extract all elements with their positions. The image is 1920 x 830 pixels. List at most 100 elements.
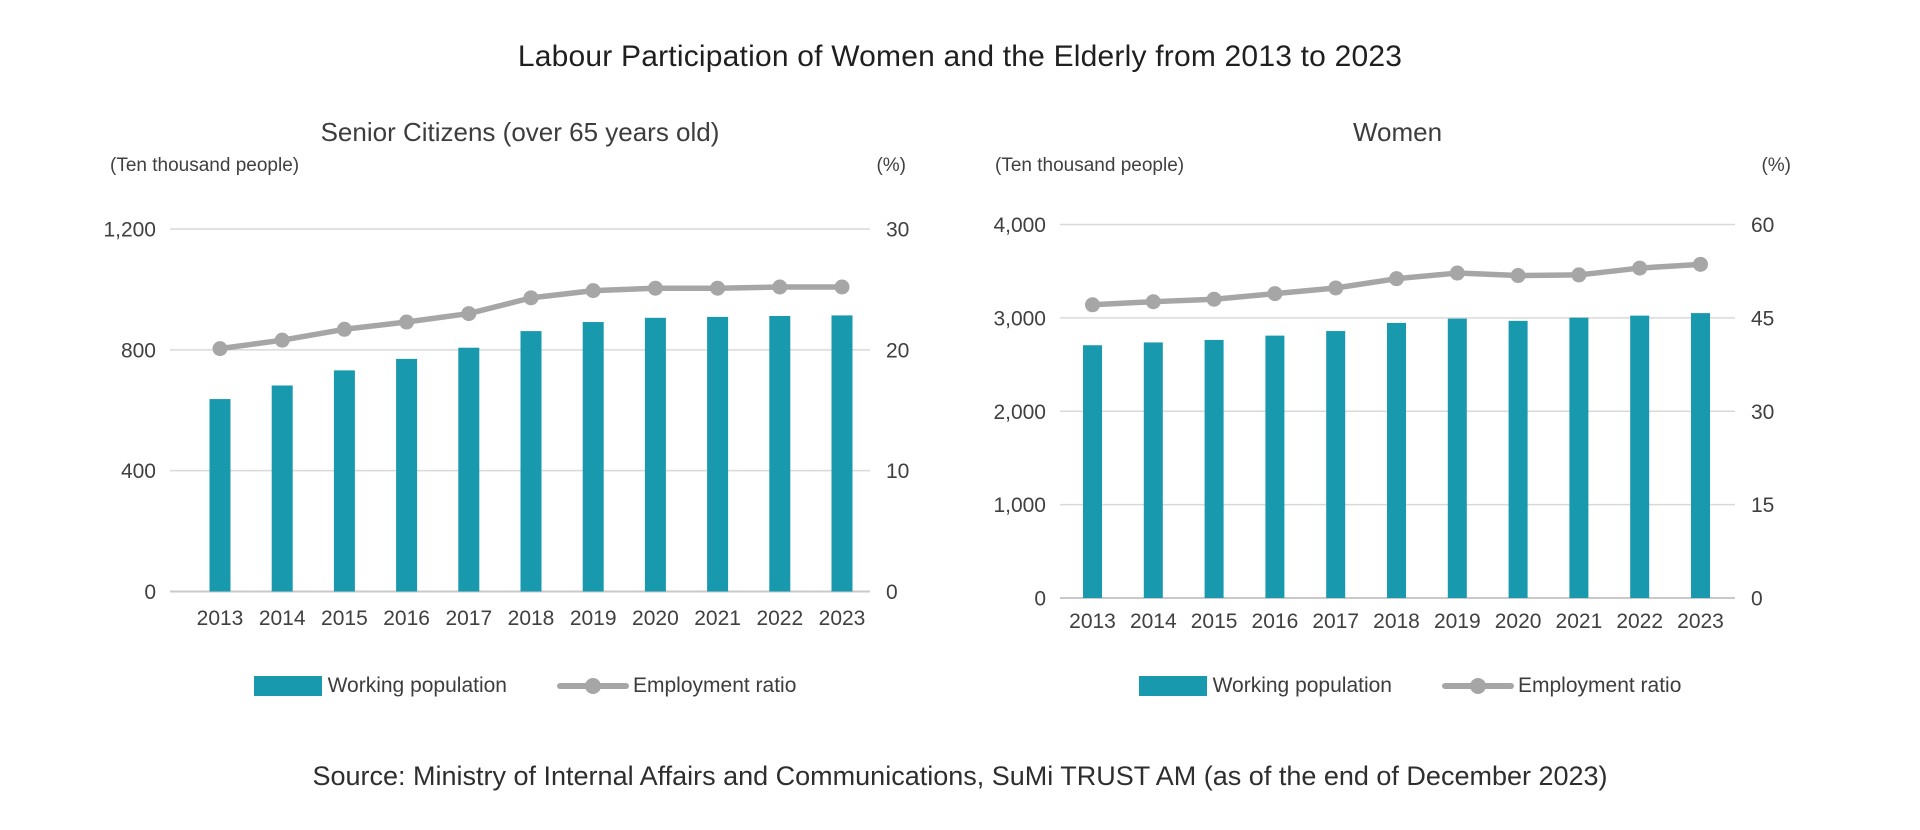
- year-label-2018: 2018: [1373, 610, 1420, 633]
- left-axis-tick-label: 1,200: [103, 219, 156, 242]
- employment-ratio-marker-2021: [710, 280, 726, 296]
- left-axis-tick-label: 1,000: [993, 494, 1046, 517]
- employment-ratio-marker-2013: [212, 341, 228, 357]
- employment-ratio-marker-2019: [585, 283, 601, 299]
- year-label-2017: 2017: [1312, 610, 1359, 633]
- bar-2023: [1691, 313, 1710, 598]
- employment-ratio-marker-2013: [1085, 297, 1100, 313]
- right-axis-tick-label: 0: [1751, 588, 1763, 611]
- working-population-swatch-icon: [1138, 676, 1207, 696]
- bar-2019: [582, 322, 604, 592]
- year-label-2013: 2013: [197, 607, 244, 630]
- left-axis-tick-label: 4,000: [993, 214, 1046, 237]
- bar-2014: [1143, 342, 1163, 598]
- year-label-2013: 2013: [1069, 610, 1116, 633]
- employment-ratio-marker-2023: [1693, 256, 1708, 272]
- bar-2014: [271, 385, 293, 592]
- right-axis-tick-label: 30: [886, 219, 909, 242]
- bar-2017: [458, 347, 480, 592]
- year-label-2023: 2023: [819, 607, 866, 630]
- employment-ratio-marker-2017: [1328, 280, 1344, 296]
- bar-2022: [1630, 315, 1650, 598]
- senior-chart-title: Senior Citizens (over 65 years old): [320, 117, 720, 147]
- bar-2019: [1447, 318, 1467, 598]
- employment-ratio-marker-2020: [1510, 268, 1526, 284]
- year-label-2016: 2016: [383, 607, 430, 630]
- left-axis-tick-label: 3,000: [993, 307, 1046, 330]
- right-axis-tick-label: 15: [1751, 494, 1774, 517]
- employment-ratio-marker-2020: [647, 280, 663, 296]
- right-axis-tick-label: 30: [1751, 401, 1774, 424]
- employment-ratio-marker-2018: [1389, 271, 1404, 287]
- right-axis-tick-label: 60: [1751, 214, 1774, 237]
- year-label-2019: 2019: [1434, 610, 1481, 633]
- chart-women: Women (Ten thousand people) (%) 0 0 1,000 1…: [985, 115, 1835, 710]
- year-label-2014: 2014: [1130, 610, 1177, 633]
- bar-2015: [1204, 339, 1224, 598]
- left-axis-tick-label: 800: [121, 339, 156, 362]
- year-label-2017: 2017: [445, 607, 492, 630]
- right-axis-tick-label: 10: [886, 460, 909, 483]
- employment-ratio-marker-2019: [1449, 265, 1465, 281]
- women-chart-plot: 0 0 1,000 15 2,000 30 3,000 45 4,000 60 2013 2014 20…: [993, 214, 1774, 633]
- right-axis-tick-label: 0: [886, 581, 898, 604]
- employment-ratio-marker-2014: [1145, 294, 1161, 310]
- employment-ratio-marker-2016: [399, 314, 415, 330]
- women-right-axis-unit: (%): [1761, 155, 1791, 176]
- year-label-2022: 2022: [1616, 610, 1663, 633]
- bar-2018: [520, 331, 542, 592]
- year-label-2021: 2021: [1556, 610, 1603, 633]
- employment-ratio-swatch-icon: [557, 676, 629, 696]
- women-left-axis-unit: (Ten thousand people): [995, 155, 1185, 176]
- main-title: Labour Participation of Women and the El…: [517, 40, 1403, 73]
- source-note: Source: Ministry of Internal Affairs and…: [312, 761, 1608, 791]
- year-label-2021: 2021: [694, 607, 741, 630]
- year-label-2016: 2016: [1252, 610, 1299, 633]
- working-population-swatch-icon: [253, 676, 322, 696]
- year-label-2022: 2022: [756, 607, 803, 630]
- employment-ratio-marker-2016: [1267, 286, 1283, 302]
- employment-ratio-marker-2015: [336, 321, 352, 337]
- bar-2015: [333, 370, 355, 592]
- year-label-2023: 2023: [1677, 610, 1724, 633]
- women-chart-title: Women: [1352, 117, 1443, 147]
- year-label-2020: 2020: [1495, 610, 1542, 633]
- left-axis-tick-label: 2,000: [993, 401, 1046, 424]
- bar-2016: [396, 358, 418, 592]
- bar-2021: [707, 316, 729, 592]
- employment-ratio-marker-2022: [1632, 260, 1648, 276]
- left-axis-tick-label: 400: [121, 460, 156, 483]
- employment-ratio-marker-2018: [523, 290, 539, 306]
- employment-ratio-marker-2022: [772, 279, 788, 295]
- employment-ratio-marker-2021: [1571, 267, 1587, 283]
- employment-ratio-marker-2023: [834, 279, 850, 295]
- bar-2013: [1083, 345, 1102, 598]
- legend-label-employment-ratio: Employment ratio: [1518, 674, 1682, 697]
- right-axis-tick-label: 45: [1751, 307, 1774, 330]
- bar-2020: [644, 317, 666, 592]
- bar-2013: [209, 399, 231, 592]
- senior-right-axis-unit: (%): [876, 155, 906, 176]
- bar-2018: [1387, 322, 1406, 598]
- bar-2020: [1508, 320, 1528, 598]
- senior-left-axis-unit: (Ten thousand people): [110, 155, 300, 176]
- bar-2021: [1569, 317, 1589, 598]
- women-chart-legend: Working population Employment ratio: [985, 671, 1835, 701]
- legend-label-working-population: Working population: [327, 674, 507, 697]
- left-axis-tick-label: 0: [144, 581, 156, 604]
- year-label-2018: 2018: [508, 607, 555, 630]
- senior-chart-plot: 0 0 400 10 800 20 1,200 30 2013 2014 2015 2016 2017 2…: [103, 219, 909, 631]
- legend-label-employment-ratio: Employment ratio: [633, 674, 797, 697]
- employment-ratio-marker-2017: [461, 306, 477, 322]
- bar-2022: [769, 316, 791, 592]
- bar-2016: [1265, 335, 1285, 598]
- senior-chart-legend: Working population Employment ratio: [100, 671, 950, 701]
- right-axis-tick-label: 20: [886, 339, 909, 362]
- bar-2023: [831, 315, 853, 592]
- year-label-2015: 2015: [321, 607, 368, 630]
- year-label-2020: 2020: [632, 607, 679, 630]
- chart-senior-citizens: Senior Citizens (over 65 years old) (Ten…: [100, 115, 950, 710]
- legend-label-working-population: Working population: [1212, 674, 1392, 697]
- year-label-2015: 2015: [1191, 610, 1238, 633]
- employment-ratio-marker-2015: [1206, 291, 1222, 307]
